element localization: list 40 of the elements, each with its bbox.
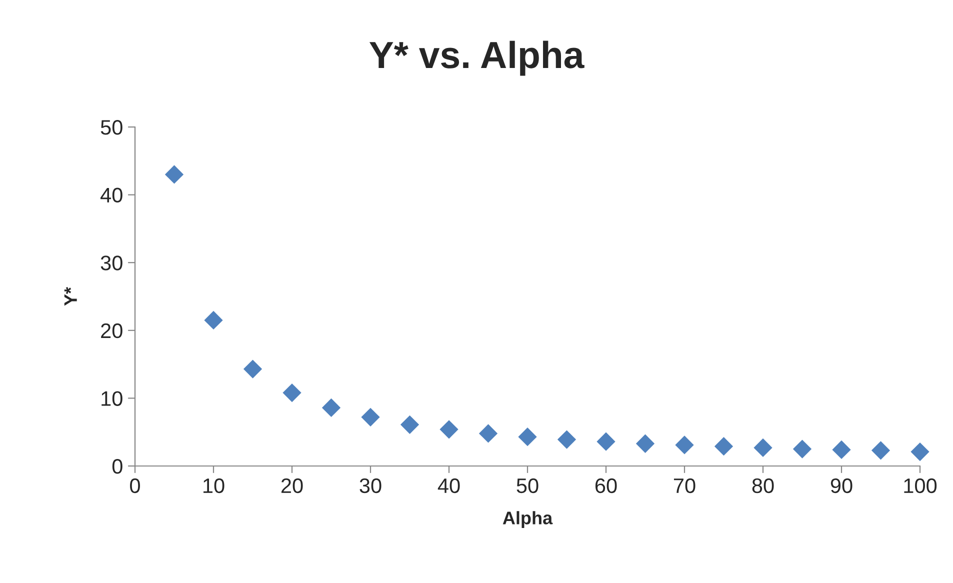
x-axis-title: Alpha xyxy=(502,511,553,528)
x-tick-label: 20 xyxy=(281,478,303,494)
point xyxy=(832,440,851,460)
y-tick-label: 50 xyxy=(100,120,122,135)
x-tick-label: 10 xyxy=(204,478,224,494)
point xyxy=(243,360,262,378)
point xyxy=(714,437,734,456)
y-axis-title: Y* xyxy=(64,286,77,306)
x-tick-label: 60 xyxy=(595,478,617,494)
x-tick-label: 70 xyxy=(674,478,696,494)
point xyxy=(675,436,694,454)
x-tick-label: 30 xyxy=(360,478,382,494)
y-tick-label: 0 xyxy=(112,459,122,474)
point xyxy=(518,428,537,446)
point xyxy=(440,420,458,439)
point xyxy=(596,432,616,451)
y-tick-label: 30 xyxy=(100,256,122,270)
x-tick-label: 100 xyxy=(904,478,937,494)
point xyxy=(282,383,302,402)
point xyxy=(910,442,930,462)
y-tick-label: 20 xyxy=(101,323,122,338)
point xyxy=(322,398,341,418)
point xyxy=(792,440,812,458)
point xyxy=(361,408,380,426)
point xyxy=(204,310,223,330)
y-tick-label: 40 xyxy=(100,188,122,203)
point xyxy=(164,165,184,184)
x-tick-label: 0 xyxy=(130,478,140,494)
x-tick-label: 40 xyxy=(438,478,460,494)
point xyxy=(871,441,890,460)
point xyxy=(478,424,498,443)
x-tick-label: 50 xyxy=(516,478,538,494)
point xyxy=(400,415,420,434)
x-tick-label: 90 xyxy=(830,478,852,494)
chart-title: Y* vs. Alpha xyxy=(369,40,584,76)
y-tick-label: 10 xyxy=(102,391,122,406)
point xyxy=(754,438,772,458)
x-tick-label: 80 xyxy=(752,478,774,494)
point xyxy=(557,430,576,449)
point xyxy=(636,434,655,453)
